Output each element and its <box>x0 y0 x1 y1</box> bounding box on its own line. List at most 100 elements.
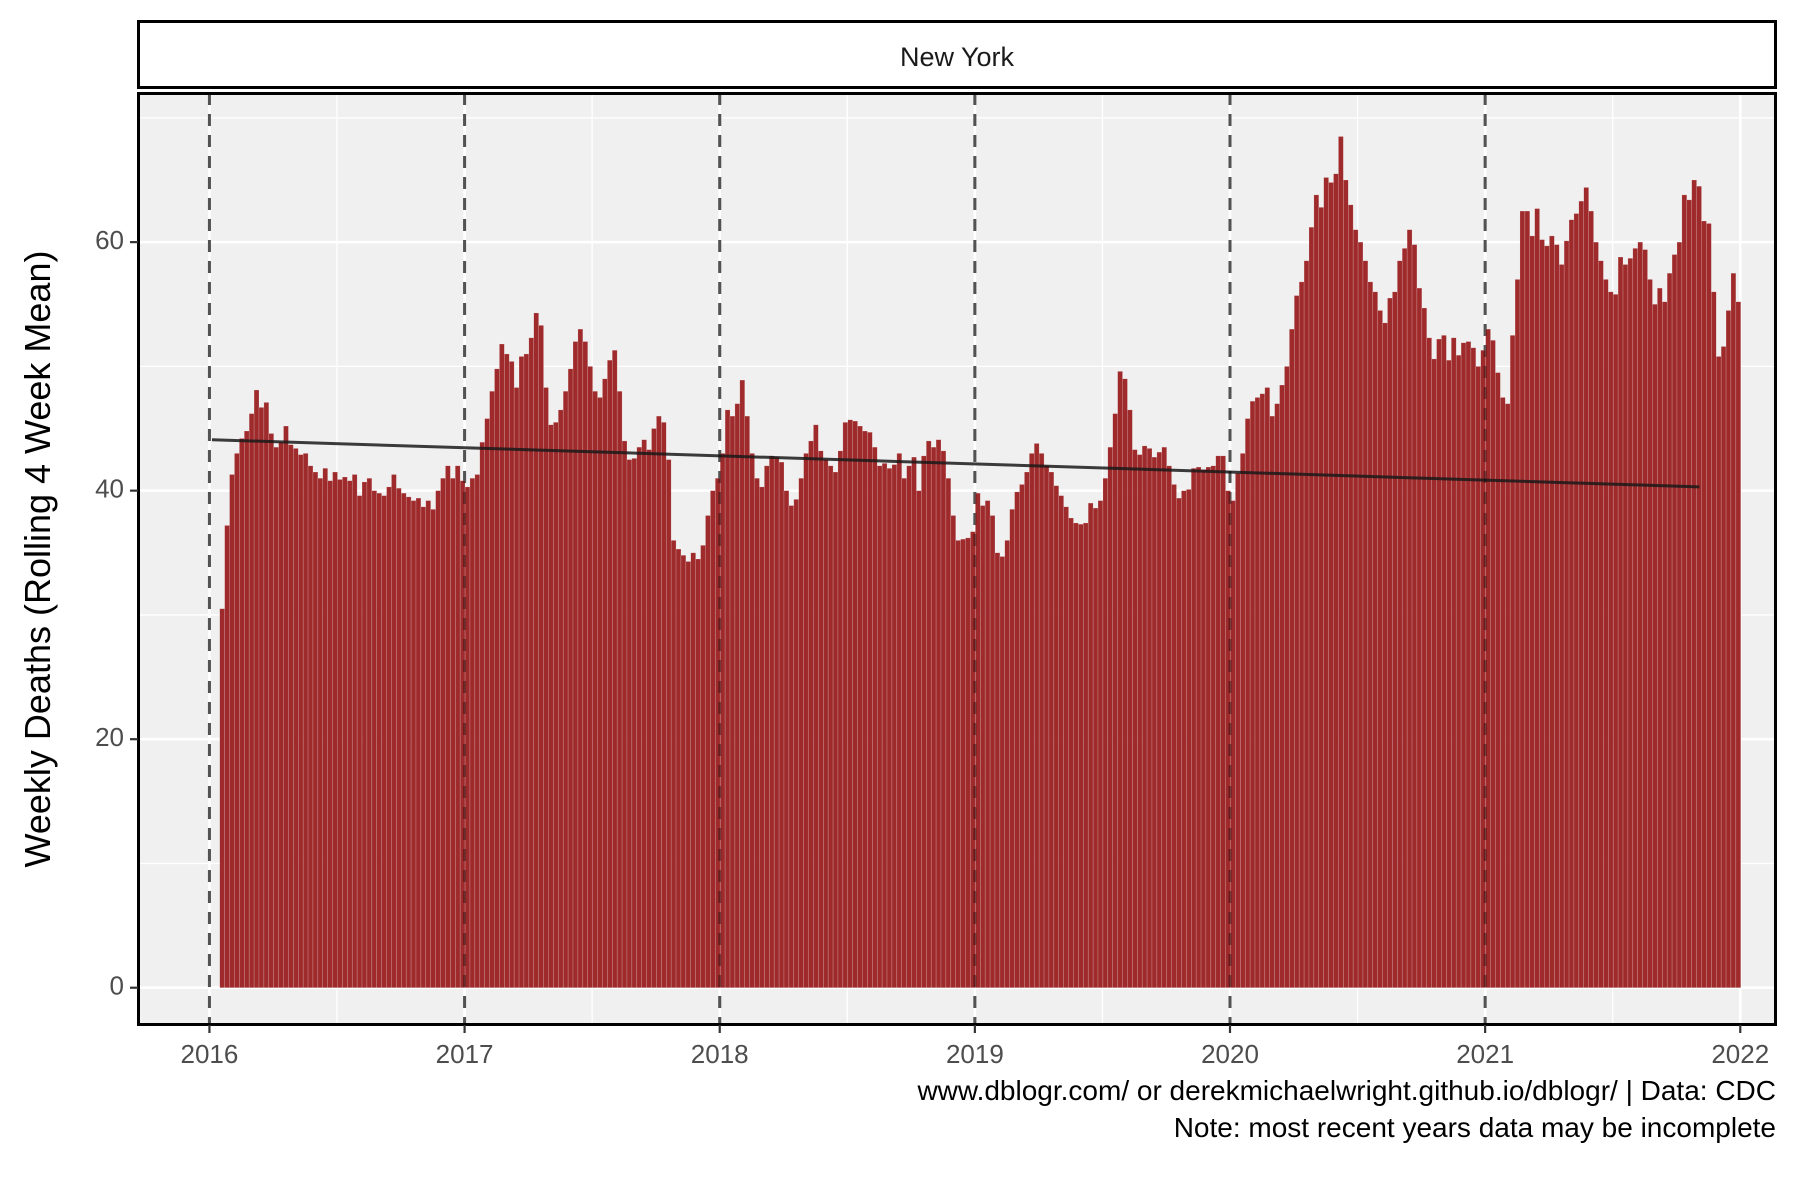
bar <box>278 441 284 988</box>
bar <box>621 440 628 988</box>
bar <box>1048 471 1055 988</box>
facet-label: New York <box>900 42 1015 72</box>
bar <box>1146 448 1153 988</box>
bar <box>499 343 505 988</box>
bar <box>1666 272 1673 988</box>
bar <box>307 465 314 988</box>
bar <box>1249 400 1256 988</box>
bar <box>793 499 799 988</box>
bar <box>1058 495 1064 988</box>
bar <box>1195 466 1202 988</box>
bar <box>538 325 544 988</box>
bar <box>685 561 692 988</box>
bar <box>1691 179 1697 988</box>
bar <box>1014 491 1020 988</box>
bar <box>469 477 476 988</box>
bar <box>960 538 966 988</box>
bar <box>926 440 932 988</box>
bar <box>1063 506 1069 988</box>
bar <box>1529 235 1535 988</box>
bar <box>1436 338 1442 988</box>
bar <box>1137 454 1143 988</box>
bar <box>626 459 633 988</box>
bar <box>1681 194 1688 988</box>
bar <box>219 608 225 988</box>
bar <box>1647 279 1653 988</box>
bar <box>577 328 584 988</box>
bar <box>1372 291 1378 988</box>
bar <box>1215 455 1221 988</box>
bar <box>1608 291 1614 988</box>
x-tick-label: 2022 <box>1711 1039 1769 1069</box>
bar <box>916 490 922 988</box>
bar <box>778 461 785 988</box>
bar <box>705 515 711 988</box>
bar <box>597 397 603 988</box>
bar <box>670 540 677 988</box>
bar <box>1019 484 1025 988</box>
bar <box>1333 173 1339 988</box>
bar <box>1652 304 1658 988</box>
bar <box>1392 291 1398 988</box>
bar <box>1161 446 1167 988</box>
bar <box>754 477 760 988</box>
bar <box>803 453 809 988</box>
bar <box>342 476 348 988</box>
bar <box>1711 291 1717 988</box>
bar <box>602 378 608 988</box>
bar <box>994 552 1001 988</box>
bar <box>1053 485 1060 988</box>
y-tick-label: 40 <box>95 474 124 504</box>
bar <box>827 465 834 988</box>
bar <box>582 341 588 988</box>
bar <box>1470 347 1477 988</box>
bar <box>489 390 495 988</box>
bar <box>1240 453 1246 988</box>
bar <box>1720 346 1727 988</box>
bar <box>1593 241 1599 988</box>
y-axis: 0 20 40 60 <box>95 225 138 1001</box>
bar <box>258 407 265 988</box>
bar <box>322 468 328 988</box>
bar <box>1043 465 1050 988</box>
bar <box>1083 522 1089 988</box>
bar <box>1151 456 1158 988</box>
bar <box>1087 502 1094 988</box>
bar <box>1671 254 1678 988</box>
bar <box>1264 387 1270 988</box>
bar <box>695 558 701 988</box>
bar <box>867 431 873 988</box>
bar <box>665 459 672 988</box>
bar <box>234 453 240 988</box>
bar <box>283 425 289 988</box>
bar <box>818 450 824 988</box>
trend-line-group <box>211 438 1700 489</box>
bar <box>1367 281 1374 988</box>
bar <box>1097 500 1104 988</box>
bar <box>1068 517 1074 988</box>
bar <box>1534 208 1540 988</box>
bar <box>1107 446 1113 988</box>
bar <box>244 430 250 988</box>
bar <box>1328 182 1334 988</box>
bar <box>297 454 304 988</box>
bar <box>1588 210 1594 988</box>
bar <box>1451 337 1457 988</box>
bar <box>351 474 358 988</box>
bar <box>1730 272 1737 988</box>
bar <box>607 359 613 988</box>
bar <box>788 505 795 988</box>
bar <box>832 471 839 988</box>
bar <box>1696 185 1702 988</box>
bar <box>1298 281 1305 988</box>
bar <box>253 389 260 988</box>
bar <box>1612 294 1619 988</box>
bar <box>680 555 687 988</box>
bar <box>1735 301 1742 988</box>
bar <box>1603 279 1609 988</box>
bar <box>376 492 382 988</box>
bar <box>592 390 598 988</box>
bar <box>1397 260 1403 988</box>
bar <box>896 453 903 988</box>
bar <box>587 366 593 988</box>
